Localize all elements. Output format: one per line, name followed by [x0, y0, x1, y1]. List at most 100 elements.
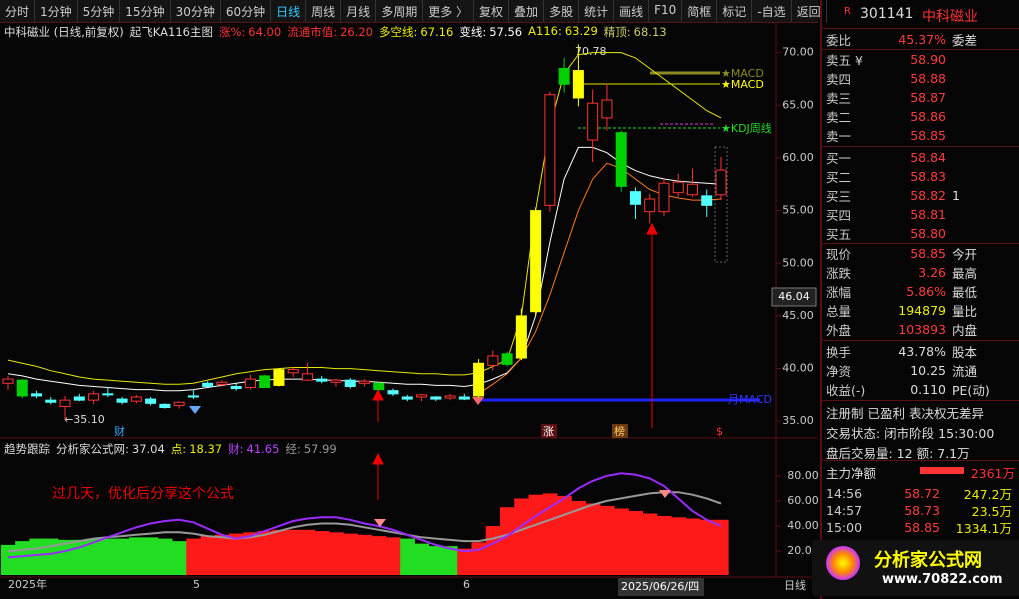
- candle-body: [515, 315, 527, 359]
- toolbar-button[interactable]: 更多 〉: [423, 0, 475, 22]
- toolbar-button[interactable]: 画线: [614, 0, 650, 22]
- candle-body: [487, 355, 499, 366]
- cell: 58.81: [910, 207, 946, 222]
- candle-body: [458, 396, 470, 400]
- candle-body: [601, 99, 613, 119]
- toolbar-button[interactable]: -自选: [752, 0, 792, 22]
- separator: [822, 146, 1019, 147]
- toolbar-button[interactable]: 月线: [341, 0, 377, 22]
- y-tick-label: 70.00: [782, 46, 814, 59]
- toolbar-button[interactable]: 1分钟: [35, 0, 78, 22]
- candle-body: [88, 393, 100, 401]
- candle-body: [430, 396, 442, 400]
- candle-body: [159, 403, 171, 409]
- state: 交易状态: 闭市阶段 15:30:00: [826, 426, 995, 441]
- indicator-header: 趋势跟踪 分析家公式网: 37.04 点: 18.37 财: 41.65 经: 57.99: [4, 441, 337, 457]
- purple-line: [7, 472, 722, 559]
- event-mark: 榜: [614, 424, 625, 438]
- level-label: ★MACD: [721, 67, 764, 80]
- indicator-item: 点: 18.37: [171, 441, 222, 457]
- plot: 35.00 40.00 45.00 50.00 55.00 60.00 65.00 70.00…: [0, 44, 819, 575]
- toolbar-button[interactable]: F10: [649, 0, 683, 22]
- cell: 194879: [898, 303, 946, 318]
- toolbar-button[interactable]: 5分钟: [78, 0, 121, 22]
- toolbar-button[interactable]: 日线: [271, 0, 307, 22]
- stat-row: 外盘 103893 内盘: [826, 320, 1018, 339]
- area-bar: [229, 533, 244, 575]
- toolbar-button[interactable]: 分时: [0, 0, 36, 22]
- area-bar: [371, 536, 387, 575]
- cell: 量比: [952, 304, 978, 319]
- toolbar-button[interactable]: 返回: [792, 0, 827, 22]
- toolbar: 分时 1分钟 5分钟 15分钟 30分钟 60分钟 日线 周线 月线 多周期 更多 〉复权 叠加 多股统…: [0, 0, 827, 23]
- toolbar-button[interactable]: 标记: [717, 0, 753, 22]
- toolbar-button[interactable]: 统计: [579, 0, 615, 22]
- area-bar: [642, 513, 658, 575]
- candle-body: [59, 399, 71, 407]
- area-bar: [400, 538, 415, 575]
- area-bar: [29, 538, 45, 575]
- cell: 收益(-): [826, 383, 866, 398]
- cell: 5.86%: [906, 284, 946, 299]
- area-bar: [614, 508, 629, 575]
- cell: 103893: [898, 322, 946, 337]
- toolbar-button[interactable]: 叠加: [509, 0, 545, 22]
- toolbar-button[interactable]: 15分钟: [120, 0, 171, 22]
- trade-row: 15:00 58.85 1334.1万: [826, 518, 1018, 536]
- area-bar: [200, 536, 216, 575]
- candle-body: [259, 375, 271, 389]
- ask-row: 卖五 ¥ 58.90: [826, 50, 1018, 69]
- area-bar: [585, 503, 601, 575]
- item-value: 41.65: [246, 442, 280, 456]
- item-value: 18.37: [189, 442, 223, 456]
- cell: 卖五 ¥: [826, 53, 863, 68]
- diamond: [659, 490, 671, 498]
- separator: [822, 49, 1019, 50]
- candle-body: [359, 380, 370, 384]
- name: 中科磁业: [922, 9, 978, 25]
- candle-body: [587, 102, 599, 141]
- candle-body: [544, 94, 556, 206]
- cell: 最低: [952, 285, 978, 300]
- cell: 现价: [826, 247, 852, 262]
- cell: 58.90: [910, 52, 946, 67]
- cell: 流通: [952, 364, 978, 379]
- area-bar: [357, 534, 373, 575]
- badge: R: [844, 6, 851, 17]
- diamond: [189, 406, 201, 414]
- area-bar: [656, 516, 672, 575]
- y-tick-label: 60.00: [787, 494, 819, 507]
- area-bar: [100, 538, 116, 575]
- area-bar: [257, 531, 273, 575]
- toolbar-button[interactable]: 多股: [544, 0, 580, 22]
- candle-body: [672, 181, 684, 194]
- candle-body: [230, 385, 242, 390]
- toolbar-button[interactable]: 30分钟: [171, 0, 221, 22]
- toolbar-button[interactable]: 周线: [306, 0, 342, 22]
- candle-body: [202, 382, 214, 387]
- flow-value: 2361万: [970, 466, 1015, 481]
- cell: 58.87: [910, 90, 946, 105]
- toolbar-button[interactable]: 60分钟: [221, 0, 272, 22]
- candle-body: [145, 398, 157, 404]
- chart-header: 中科磁业 (日线,前复权) 起飞KA116主图 涨%: 64.00 流通市值: 26.…: [4, 24, 667, 40]
- logo-url: www.70822.com: [882, 572, 1003, 587]
- cell: 今开: [952, 247, 978, 262]
- area-bar: [214, 534, 230, 575]
- cell: 外盘: [826, 323, 852, 338]
- diamond: [374, 519, 386, 527]
- candle-body: [558, 67, 570, 85]
- candle-body: [45, 399, 57, 403]
- bid-row: 买四 58.81: [826, 205, 1018, 224]
- cell: 买二: [826, 170, 852, 185]
- stat: A116: 63.29: [528, 24, 598, 40]
- stat-row: 现价 58.85 今开: [826, 244, 1018, 263]
- toolbar-button[interactable]: 简框: [682, 0, 718, 22]
- event-mark: 财: [114, 424, 125, 438]
- toolbar-button[interactable]: 复权: [474, 0, 510, 22]
- separator: [822, 340, 1019, 341]
- candle-body: [401, 396, 413, 400]
- stat: 流通市值: 26.20: [287, 24, 373, 40]
- toolbar-button[interactable]: 多周期: [376, 0, 424, 22]
- price-tag-box: [771, 287, 817, 307]
